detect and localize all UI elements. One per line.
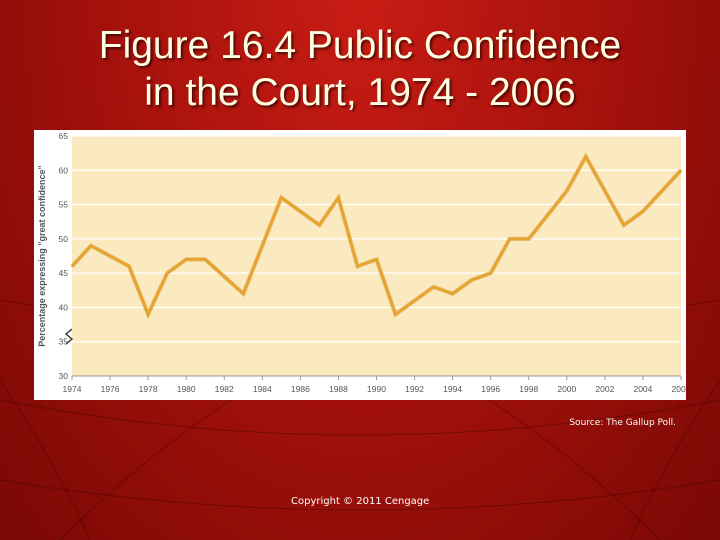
data-point <box>394 313 397 316</box>
data-point <box>470 279 473 281</box>
data-point <box>527 238 530 240</box>
data-point <box>680 169 682 172</box>
data-point <box>90 244 92 247</box>
data-point <box>585 155 587 158</box>
y-tick-label: 45 <box>59 268 69 278</box>
x-tick-label: 1988 <box>329 384 348 394</box>
chart: 30 35 40 45 50 55 60 65 1974 1976 1978 1980 1982 1984… <box>34 130 691 400</box>
source-note: Source: The Gallup Poll. <box>569 418 676 428</box>
y-tick-label: 40 <box>59 302 69 312</box>
data-point <box>147 313 149 316</box>
x-tick-label: 1998 <box>519 384 538 394</box>
title-line-1: Figure 16.4 Public Confidence <box>98 24 622 67</box>
data-point <box>318 224 321 226</box>
data-point <box>489 272 492 274</box>
x-tick-label: 1978 <box>139 384 158 394</box>
copyright-note: Copyright © 2011 Cengage <box>291 496 430 507</box>
data-point <box>337 196 340 199</box>
x-tick-label: 1990 <box>367 384 386 394</box>
x-tick-label: 1992 <box>405 384 424 394</box>
title-line-2: in the Court, 1974 - 2006 <box>144 71 576 114</box>
data-point <box>356 265 359 268</box>
x-tick-label: 1986 <box>291 384 310 394</box>
data-point <box>185 258 187 261</box>
data-point <box>204 258 207 261</box>
data-point <box>375 258 378 261</box>
data-point <box>432 286 435 288</box>
data-point <box>451 292 454 295</box>
y-tick-label: 55 <box>59 200 69 210</box>
x-tick-label: 1974 <box>63 384 82 394</box>
data-point <box>566 190 568 192</box>
x-tick-label: 1976 <box>101 384 120 394</box>
x-tick-label: 2004 <box>633 384 652 394</box>
x-tick-label: 1996 <box>481 384 500 394</box>
data-point <box>623 224 625 226</box>
y-tick-label: 50 <box>59 234 69 244</box>
y-tick-label: 30 <box>59 371 69 381</box>
x-tick-label: 1980 <box>177 384 196 394</box>
data-point <box>242 292 245 295</box>
data-point <box>128 265 130 268</box>
y-tick-label: 35 <box>59 337 69 347</box>
y-tick-label: 65 <box>59 131 69 141</box>
x-tick-label: 2002 <box>595 384 614 394</box>
data-point <box>71 265 73 268</box>
plot-area <box>72 136 681 376</box>
x-tick-label: 2006 <box>672 384 686 394</box>
y-axis-label: Percentage expressing "great confidence" <box>37 165 47 347</box>
slide-title: Figure 16.4 Public Confidence in the Cou… <box>0 22 720 116</box>
y-tick-label: 60 <box>59 165 69 175</box>
data-point <box>166 272 168 274</box>
x-tick-label: 1982 <box>215 384 234 394</box>
data-point <box>280 196 283 199</box>
x-tick-label: 1994 <box>443 384 462 394</box>
chart-svg: 30 35 40 45 50 55 60 65 1974 1976 1978 1980 1982 1984… <box>34 130 691 400</box>
data-point <box>508 238 511 240</box>
data-point <box>642 210 644 213</box>
axis-break-icon <box>64 328 74 345</box>
x-tick-label: 2000 <box>557 384 576 394</box>
x-tick-label: 1984 <box>253 384 272 394</box>
